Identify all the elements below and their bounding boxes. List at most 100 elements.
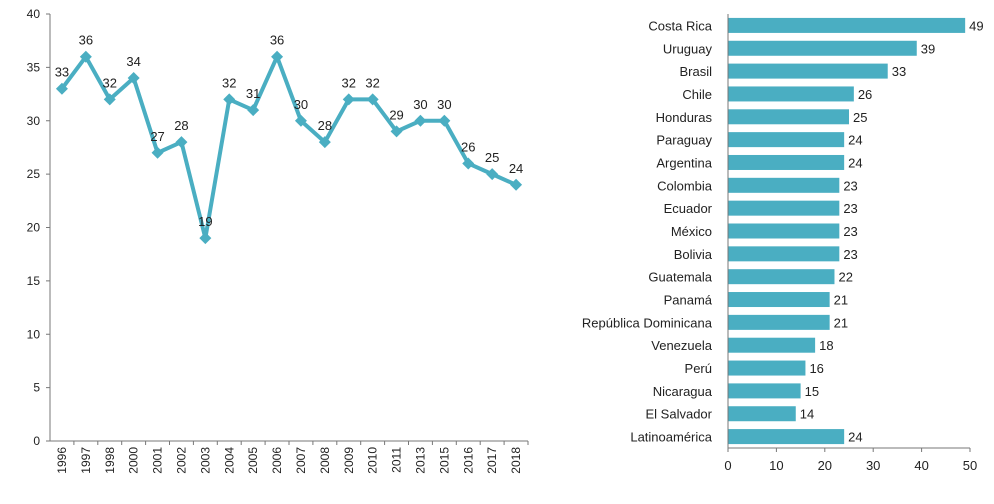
y-tick-label: 40	[27, 7, 41, 21]
data-label: 32	[222, 75, 236, 90]
data-point-marker	[318, 136, 331, 149]
x-tick-label: 2006	[270, 447, 284, 474]
x-tick-label: 2004	[222, 447, 236, 474]
data-point-marker	[271, 50, 284, 63]
data-label: 14	[800, 407, 814, 422]
data-point-marker	[151, 146, 164, 159]
data-label: 36	[270, 33, 284, 48]
data-label: 15	[805, 384, 819, 399]
data-point-marker	[199, 232, 212, 245]
bar	[728, 223, 840, 239]
data-label: 25	[485, 150, 499, 165]
x-tick-label: 2001	[151, 447, 165, 474]
bar-chart-x-axis: 0 10 20 30 40 50	[724, 448, 977, 473]
bar	[728, 337, 816, 353]
bar	[728, 383, 801, 399]
x-tick-label: 2008	[318, 447, 332, 474]
x-tick-label: 1997	[79, 447, 93, 474]
data-label: 29	[389, 107, 403, 122]
bar	[728, 132, 845, 148]
data-label: 16	[809, 361, 823, 376]
x-tick-label: 2007	[294, 447, 308, 474]
data-label: 26	[858, 87, 872, 102]
category-label: El Salvador	[646, 407, 713, 422]
x-tick-label: 2002	[174, 447, 188, 474]
category-label: Chile	[682, 87, 712, 102]
data-label: 27	[150, 129, 164, 144]
data-point-marker	[366, 93, 379, 106]
bar	[728, 177, 840, 193]
x-tick-label: 50	[963, 458, 977, 473]
category-label: República Dominicana	[582, 315, 713, 330]
x-tick-label: 2005	[246, 447, 260, 474]
x-tick-label: 40	[914, 458, 928, 473]
bar	[728, 246, 840, 262]
y-tick-label: 35	[27, 60, 41, 74]
data-point-marker	[79, 50, 92, 63]
data-label: 19	[198, 214, 212, 229]
data-point-marker	[247, 104, 260, 117]
x-tick-label: 2003	[198, 447, 212, 474]
y-tick-label: 15	[27, 274, 41, 288]
x-tick-label: 2017	[485, 447, 499, 474]
bar	[728, 360, 806, 376]
data-label: 34	[126, 54, 140, 69]
data-label: 30	[437, 97, 451, 112]
data-label: 39	[921, 41, 935, 56]
bar	[728, 292, 830, 308]
category-label: Latinoamérica	[630, 430, 712, 445]
data-point-marker	[390, 125, 403, 138]
bar-chart-bars	[728, 17, 966, 445]
bar	[728, 63, 888, 79]
x-tick-label: 0	[724, 458, 731, 473]
bar	[728, 314, 830, 330]
data-label: 28	[174, 118, 188, 133]
data-label: 21	[834, 315, 848, 330]
bar-chart-category-labels: Costa Rica Uruguay Brasil Chile Honduras Para…	[582, 18, 713, 444]
line-chart-y-axis: 0 5 10 15 20 25 30 35 40	[27, 7, 50, 448]
category-label: Costa Rica	[648, 18, 712, 33]
data-label: 23	[843, 178, 857, 193]
data-point-marker	[438, 114, 451, 127]
data-point-marker	[294, 114, 307, 127]
data-label: 23	[843, 201, 857, 216]
x-tick-label: 2000	[127, 447, 141, 474]
bar	[728, 86, 854, 102]
x-tick-label: 1998	[103, 447, 117, 474]
y-tick-label: 5	[33, 381, 40, 395]
data-point-marker	[175, 136, 188, 149]
line-chart-data-labels: 33 36 32 34 27 28 19 32 31 36 30 28 32 32 29 30 30 26 25 24	[55, 33, 524, 229]
bar	[728, 17, 966, 33]
data-label: 24	[848, 430, 862, 445]
data-label: 32	[103, 75, 117, 90]
data-label: 24	[509, 161, 523, 176]
x-tick-label: 2013	[413, 447, 427, 474]
x-tick-label: 2009	[342, 447, 356, 474]
bar	[728, 269, 835, 285]
data-point-marker	[223, 93, 236, 106]
bar	[728, 154, 845, 170]
x-tick-label: 20	[818, 458, 832, 473]
data-point-marker	[127, 72, 140, 85]
category-label: Guatemala	[648, 270, 712, 285]
data-point-marker	[103, 93, 116, 106]
line-chart: 0 5 10 15 20 25 30 35 40 1996 1997 1998 2000 2001 200…	[27, 7, 529, 474]
category-label: Venezuela	[651, 338, 712, 353]
x-tick-label: 1996	[55, 447, 69, 474]
data-point-marker	[342, 93, 355, 106]
data-point-marker	[414, 114, 427, 127]
bar	[728, 200, 840, 216]
category-label: Paraguay	[656, 133, 712, 148]
data-point-marker	[510, 178, 523, 191]
data-label: 24	[848, 133, 862, 148]
category-label: Nicaragua	[653, 384, 713, 399]
data-label: 18	[819, 338, 833, 353]
data-point-marker	[55, 82, 68, 95]
category-label: Colombia	[657, 178, 713, 193]
line-series	[60, 54, 517, 241]
data-label: 49	[969, 18, 983, 33]
data-label: 23	[843, 247, 857, 262]
bar	[728, 406, 796, 422]
data-label: 33	[892, 64, 906, 79]
y-tick-label: 25	[27, 167, 41, 181]
